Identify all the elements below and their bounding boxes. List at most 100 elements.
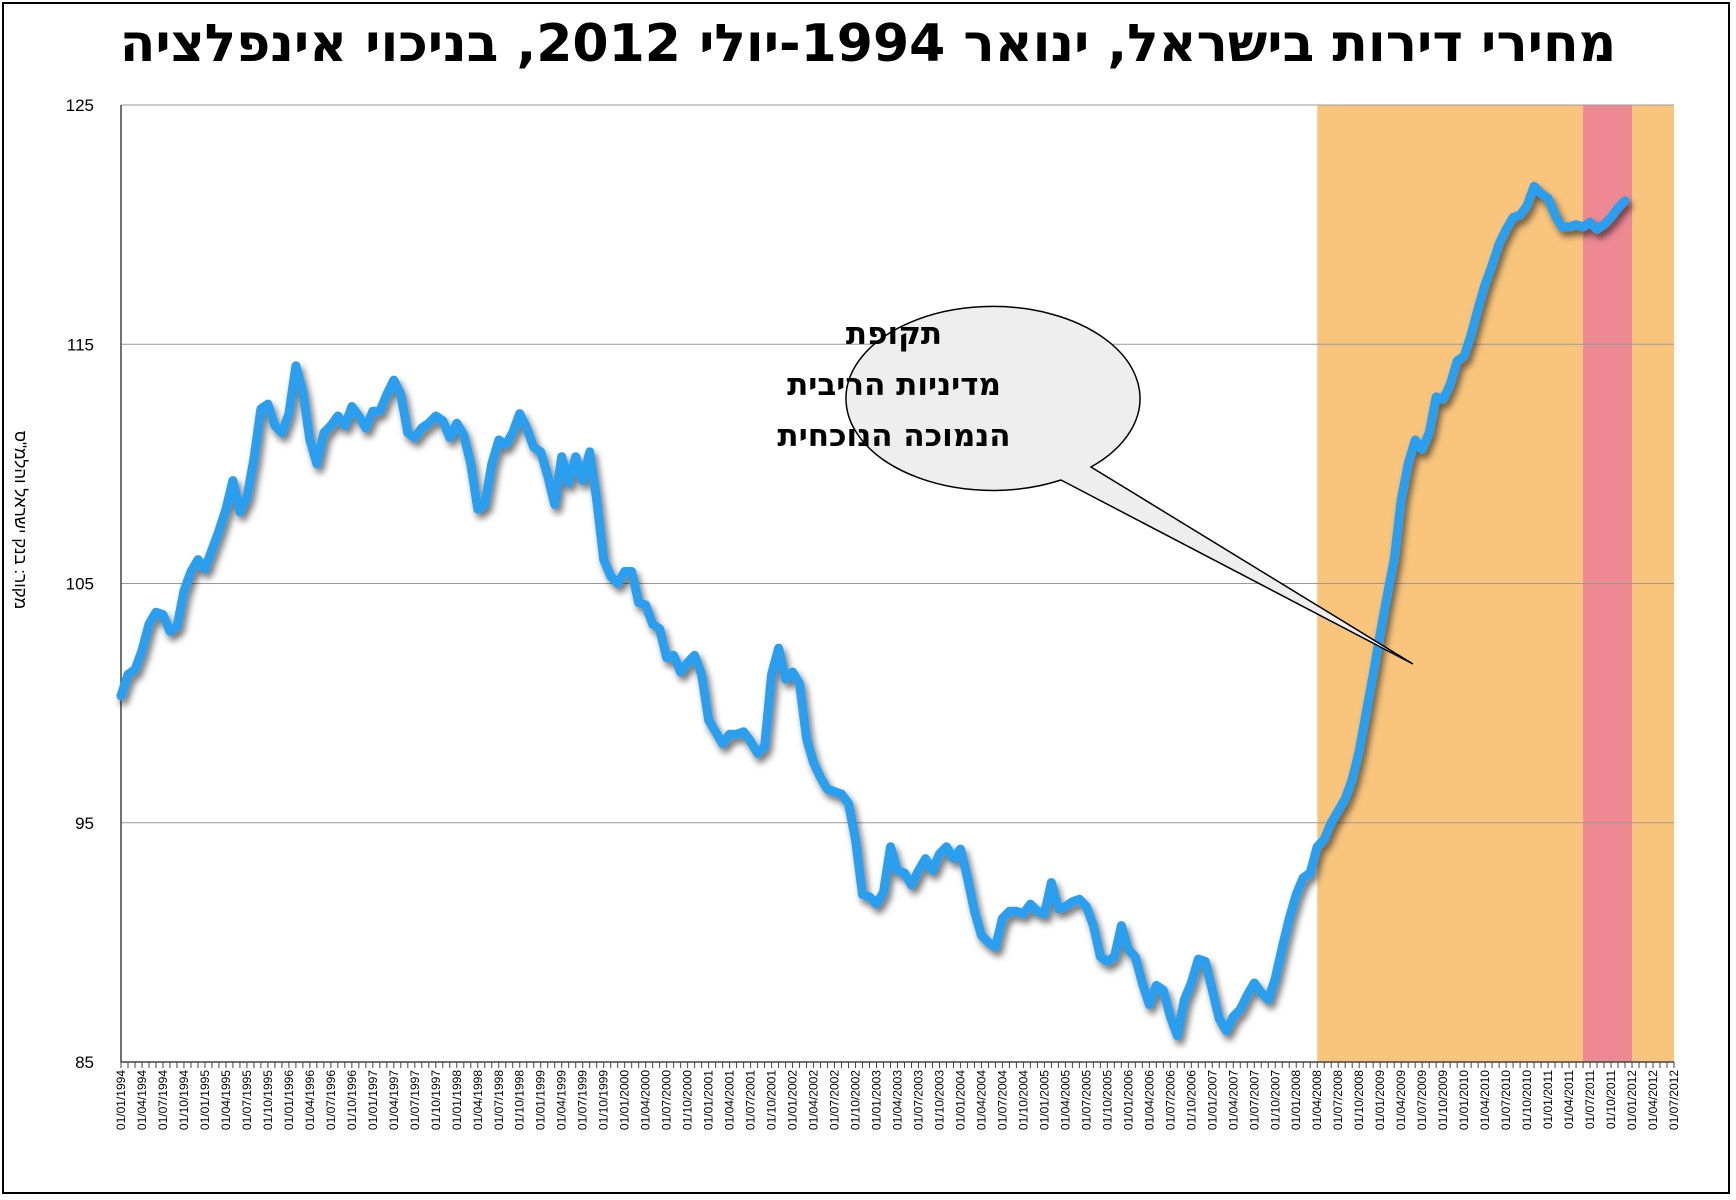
data-point	[155, 611, 157, 613]
data-point	[771, 673, 773, 675]
data-point	[1071, 901, 1073, 903]
data-point	[967, 877, 969, 879]
data-point	[568, 482, 570, 484]
data-point	[1498, 243, 1500, 245]
data-point	[204, 568, 206, 570]
x-tick-label: 01/01/2004	[953, 1070, 967, 1130]
data-point	[1134, 956, 1136, 958]
data-point	[911, 884, 913, 886]
x-tick-label: 01/07/2002	[828, 1070, 842, 1130]
data-point	[953, 858, 955, 860]
x-tick-label: 01/01/2008	[1289, 1070, 1303, 1130]
x-tick-label: 01/10/2011	[1604, 1070, 1618, 1129]
data-point	[533, 446, 535, 448]
data-point	[1015, 910, 1017, 912]
data-point	[792, 671, 794, 673]
data-point	[316, 463, 318, 465]
data-point	[1267, 999, 1269, 1001]
x-tick-label: 01/04/2007	[1226, 1070, 1240, 1130]
data-point	[1197, 958, 1199, 960]
data-point	[239, 511, 241, 513]
data-point	[841, 793, 843, 795]
data-point	[414, 437, 416, 439]
x-tick-label: 01/04/2005	[1058, 1070, 1072, 1130]
data-point	[974, 910, 976, 912]
data-point	[680, 671, 682, 673]
x-tick-label: 01/07/2010	[1499, 1070, 1513, 1130]
data-point	[1428, 432, 1430, 434]
data-point	[323, 432, 325, 434]
data-point	[358, 415, 360, 417]
data-point	[1365, 712, 1367, 714]
data-point	[1120, 925, 1122, 927]
x-tick-label: 01/04/1995	[219, 1070, 233, 1130]
x-tick-label: 01/04/1996	[303, 1070, 317, 1130]
data-point	[1582, 226, 1584, 228]
data-point	[463, 434, 465, 436]
data-point	[1596, 228, 1598, 230]
data-point	[897, 870, 899, 872]
x-tick-label: 01/01/2009	[1373, 1070, 1387, 1130]
data-point	[659, 628, 661, 630]
x-tick-label: 01/10/2006	[1184, 1070, 1198, 1130]
x-tick-label: 01/07/2012	[1667, 1070, 1681, 1130]
x-tick-label: 01/01/2003	[870, 1070, 884, 1130]
data-point	[1526, 205, 1528, 207]
data-point	[994, 946, 996, 948]
data-point	[330, 425, 332, 427]
x-tick-label: 01/04/1994	[135, 1070, 149, 1130]
data-point	[1540, 193, 1542, 195]
data-point	[1617, 207, 1619, 209]
x-tick-label: 01/04/2011	[1562, 1070, 1576, 1129]
x-tick-label: 01/10/1996	[345, 1070, 359, 1130]
data-point	[337, 415, 339, 417]
data-point	[183, 590, 185, 592]
x-tick-label: 01/07/1994	[156, 1070, 170, 1130]
data-point	[1316, 846, 1318, 848]
data-point	[1442, 398, 1444, 400]
data-point	[904, 872, 906, 874]
x-tick-label: 01/10/2004	[1016, 1070, 1030, 1130]
y-tick-label-125: 125	[66, 96, 94, 115]
chart-title: מחירי דירות בישראל, ינואר 1994-יולי 2012…	[119, 14, 1617, 74]
data-point	[806, 738, 808, 740]
x-tick-label: 01/04/2001	[723, 1070, 737, 1130]
data-point	[1239, 1008, 1241, 1010]
x-tick-label: 01/07/1996	[324, 1070, 338, 1130]
x-tick-label: 01/07/2008	[1331, 1070, 1345, 1130]
x-tick-label: 01/07/2000	[660, 1070, 674, 1130]
data-point	[470, 463, 472, 465]
x-tick-label: 01/10/2002	[849, 1070, 863, 1130]
data-point	[1099, 956, 1101, 958]
data-point	[827, 788, 829, 790]
data-point	[1106, 961, 1108, 963]
data-point	[218, 530, 220, 532]
data-point	[813, 762, 815, 764]
data-point	[1253, 982, 1255, 984]
data-point	[890, 846, 892, 848]
data-point	[960, 848, 962, 850]
data-point	[1407, 463, 1409, 465]
x-tick-label: 01/04/1997	[387, 1070, 401, 1130]
data-point	[344, 425, 346, 427]
data-point	[1225, 1030, 1227, 1032]
data-point	[708, 719, 710, 721]
data-point	[197, 559, 199, 561]
data-point	[1519, 214, 1521, 216]
data-point	[687, 662, 689, 664]
y-tick-label-95: 95	[75, 814, 94, 833]
x-tick-label: 01/10/2010	[1520, 1070, 1534, 1130]
data-point	[987, 941, 989, 943]
x-tick-label: 01/04/2002	[807, 1070, 821, 1130]
x-tick-label: 01/04/2006	[1142, 1070, 1156, 1130]
data-point	[1274, 977, 1276, 979]
data-point	[932, 870, 934, 872]
data-point	[694, 654, 696, 656]
x-tick-label: 01/04/2000	[639, 1070, 653, 1130]
data-point	[281, 432, 283, 434]
data-point	[757, 752, 759, 754]
data-point	[1477, 307, 1479, 309]
data-point	[1470, 334, 1472, 336]
data-point	[1064, 906, 1066, 908]
data-point	[1358, 750, 1360, 752]
